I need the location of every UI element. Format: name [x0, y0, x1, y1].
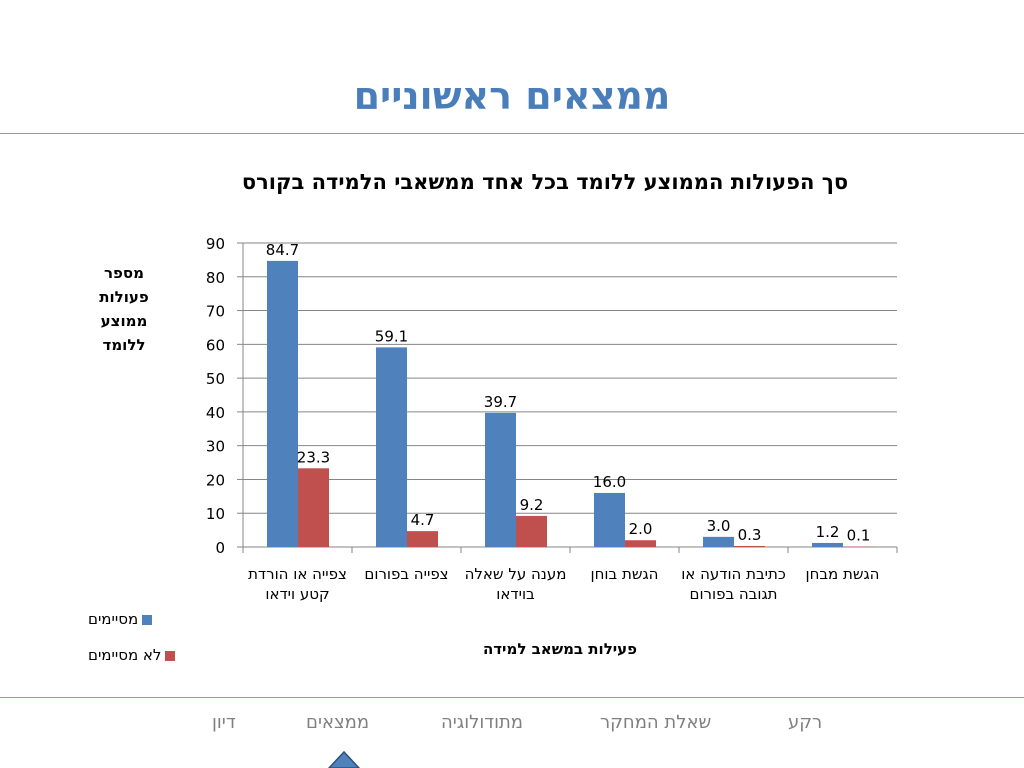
- x-tick-label: צפייה בפורום: [364, 565, 449, 583]
- slide-title: ממצאים ראשוניים: [353, 74, 671, 118]
- data-label: 0.1: [847, 527, 871, 545]
- y-tick-label: 30: [206, 438, 225, 456]
- legend-label-finishers: מסיימים: [88, 610, 139, 628]
- data-label: 23.3: [297, 448, 330, 466]
- nav-item-discussion[interactable]: דיון: [212, 712, 236, 733]
- footer-divider: [0, 697, 1024, 698]
- data-label: 39.7: [484, 393, 517, 411]
- data-label: 59.1: [375, 327, 408, 345]
- bar: [625, 540, 656, 547]
- title-divider: [0, 133, 1024, 134]
- legend-item-non-finishers: לא מסיימים: [88, 646, 176, 664]
- bar: [407, 531, 438, 547]
- x-tick-label: מענה על שאלה בוידאו: [464, 565, 567, 603]
- legend-swatch-non-finishers: [165, 650, 176, 661]
- data-label: 0.3: [738, 526, 762, 544]
- nav-item-research-question[interactable]: שאלת המחקר: [600, 712, 712, 733]
- data-label: 9.2: [520, 496, 544, 514]
- nav-item-findings[interactable]: ממצאים: [306, 712, 370, 733]
- bar: [516, 515, 547, 547]
- bar: [594, 492, 625, 547]
- bar: [485, 412, 516, 547]
- x-tick-label: צפייה או הורדת קטע וידאו: [248, 565, 347, 603]
- x-tick-label: הגשת מבחן: [805, 565, 880, 583]
- bar: [734, 545, 765, 547]
- y-tick-label: 40: [206, 404, 225, 422]
- data-label: 84.7: [266, 241, 299, 259]
- y-tick-label: 60: [206, 336, 225, 354]
- legend-item-finishers: מסיימים: [88, 610, 153, 628]
- y-axis-title: מספר פעולות ממוצע ללומד: [99, 264, 149, 354]
- bar: [376, 347, 407, 547]
- data-label: 1.2: [816, 523, 840, 541]
- y-tick-label: 80: [206, 269, 225, 287]
- bar: [812, 542, 843, 547]
- y-tick-label: 10: [206, 505, 225, 523]
- y-tick-label: 0: [215, 539, 225, 557]
- x-axis-title: פעילות במשאב למידה: [482, 640, 638, 658]
- y-tick-label: 90: [206, 235, 225, 253]
- bar: [703, 536, 734, 547]
- data-label: 16.0: [593, 473, 626, 491]
- bar: [298, 468, 329, 547]
- legend-label-non-finishers: לא מסיימים: [88, 646, 162, 664]
- y-tick-label: 50: [206, 370, 225, 388]
- data-label: 2.0: [629, 520, 653, 538]
- y-tick-label: 70: [206, 303, 225, 321]
- x-tick-label: כתיבת הודעה או תגובה בפורום: [681, 565, 786, 603]
- data-label: 4.7: [411, 511, 435, 529]
- nav-item-background[interactable]: רקע: [788, 712, 823, 733]
- y-tick-label: 20: [206, 471, 225, 489]
- data-label: 3.0: [707, 517, 731, 535]
- legend-swatch-finishers: [142, 614, 153, 625]
- bar: [267, 260, 298, 547]
- nav-item-methodology[interactable]: מתודולוגיה: [441, 712, 524, 733]
- chart-title: סך הפעולות הממוצע ללומד בכל אחד ממשאבי ה…: [241, 170, 849, 194]
- x-tick-label: הגשת בוחן: [590, 565, 659, 583]
